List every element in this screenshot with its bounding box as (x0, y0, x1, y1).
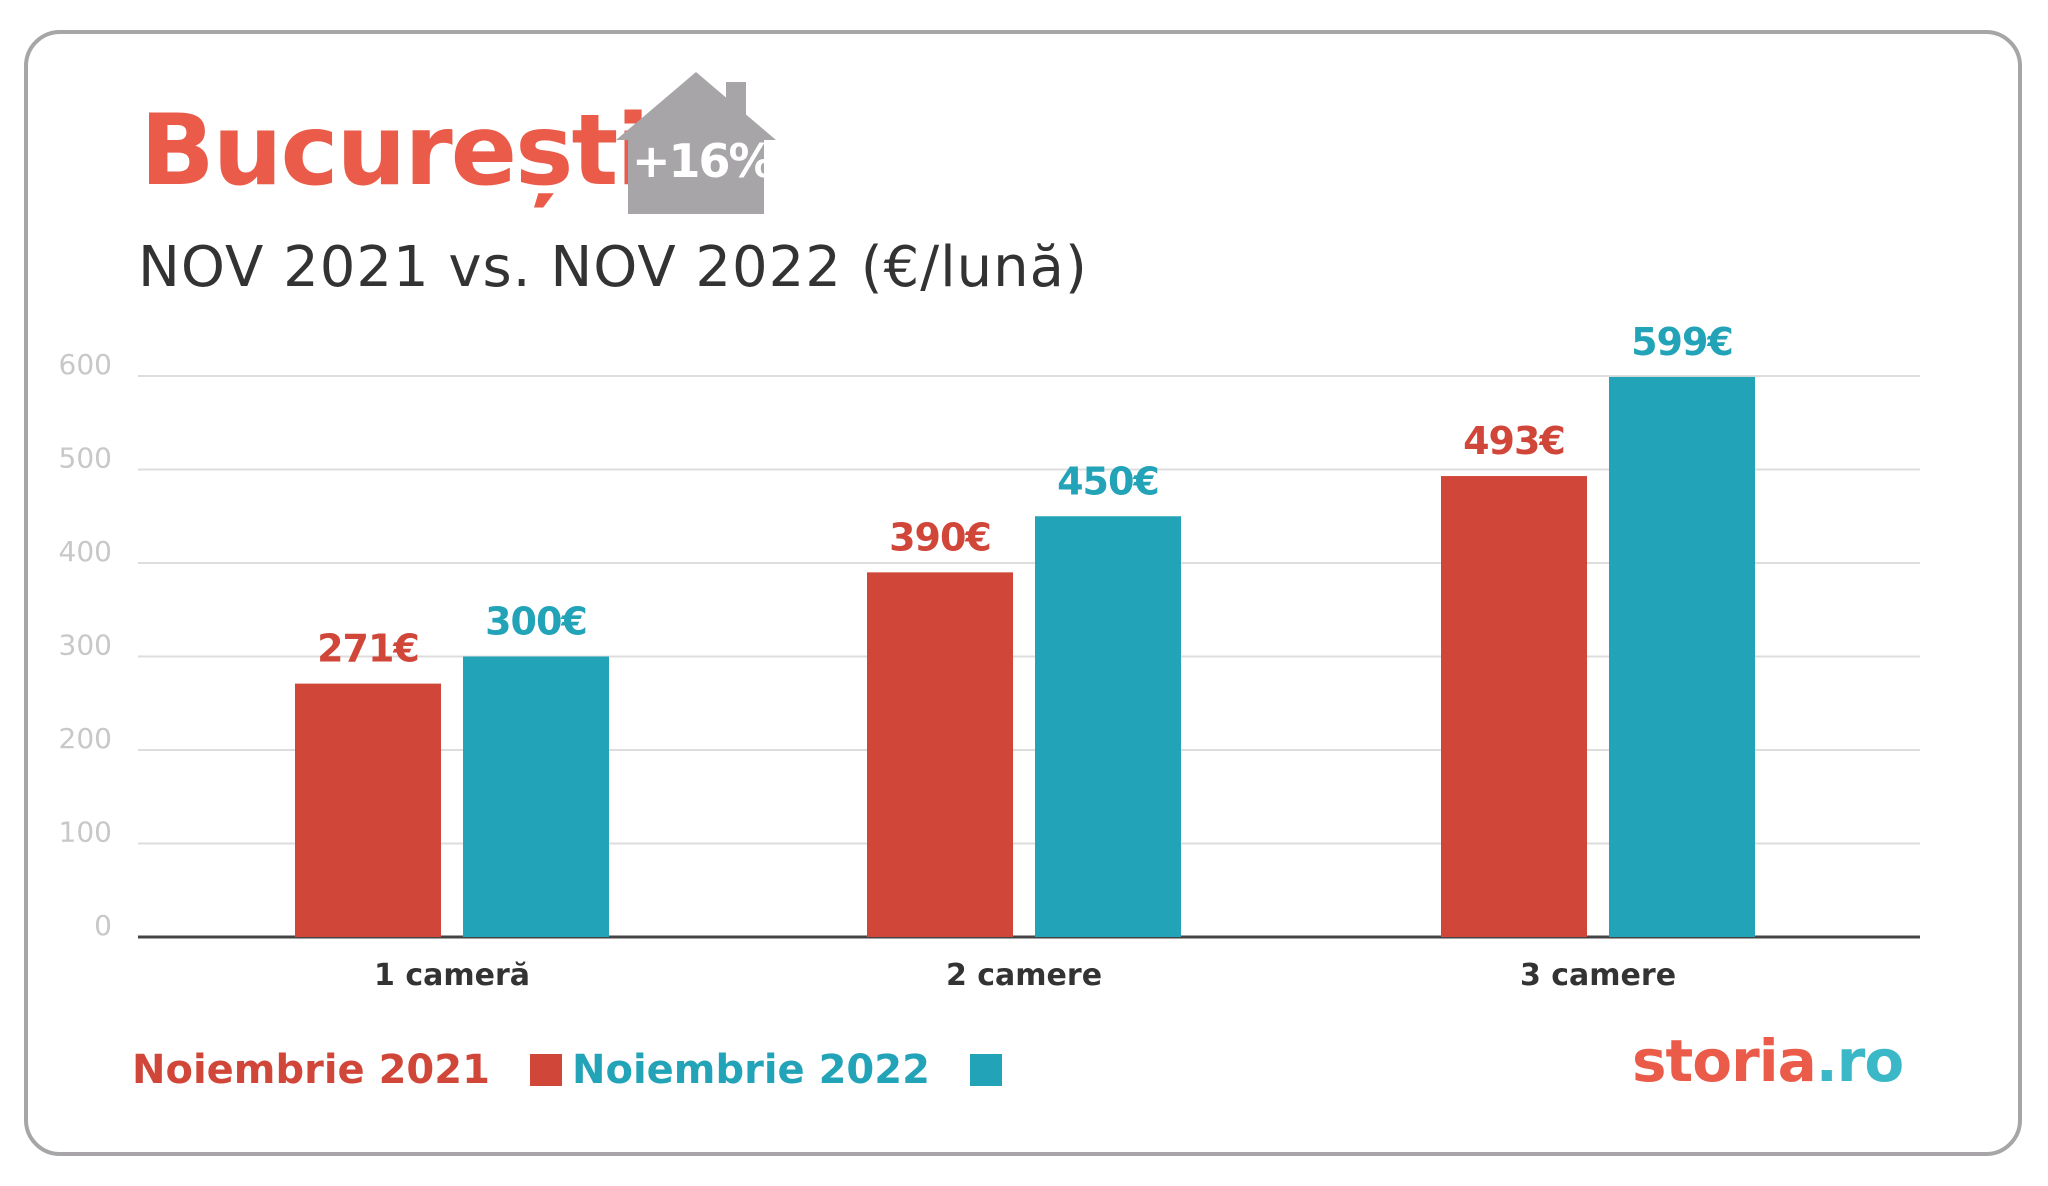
data-label: 599€ (1631, 320, 1733, 364)
bar (463, 656, 609, 937)
bar (1609, 376, 1755, 937)
y-tick-label: 400 (59, 535, 112, 568)
badge-percent: +16% (632, 134, 775, 188)
x-tick-label: 1 cameră (374, 958, 530, 993)
data-label: 450€ (1057, 459, 1159, 503)
legend-item-2022: Noiembrie 2022 (572, 1050, 1002, 1090)
legend-swatch-2021 (529, 1054, 562, 1086)
y-tick-label: 500 (59, 442, 112, 475)
chart-title: București (140, 94, 650, 208)
data-label: 300€ (485, 600, 587, 644)
legend-item-2021: Noiembrie 2021 (132, 1050, 562, 1090)
y-tick-label: 200 (59, 722, 112, 755)
y-tick-label: 0 (94, 909, 112, 942)
x-tick-label: 2 camere (946, 958, 1102, 993)
y-tick-label: 600 (59, 348, 112, 381)
legend-swatch-2022 (969, 1054, 1002, 1086)
y-tick-label: 300 (59, 629, 112, 662)
y-tick-label: 100 (59, 816, 112, 849)
data-label: 493€ (1463, 419, 1565, 463)
house-badge-icon (616, 72, 776, 214)
legend-label-2022: Noiembrie 2022 (572, 1047, 930, 1093)
bar (1441, 476, 1587, 937)
data-label: 271€ (317, 627, 419, 671)
x-tick-label: 3 camere (1520, 958, 1676, 993)
logo-part-storia: storia (1632, 1027, 1817, 1095)
logo-part-ro: .ro (1815, 1027, 1904, 1095)
storia-logo: storia.ro (1632, 1032, 1904, 1090)
bar (295, 683, 441, 937)
bar (1035, 516, 1181, 937)
legend-label-2021: Noiembrie 2021 (132, 1047, 490, 1093)
chart-subtitle: NOV 2021 vs. NOV 2022 (€/lună) (138, 235, 1088, 300)
data-label: 390€ (889, 515, 991, 559)
bar (867, 572, 1013, 937)
